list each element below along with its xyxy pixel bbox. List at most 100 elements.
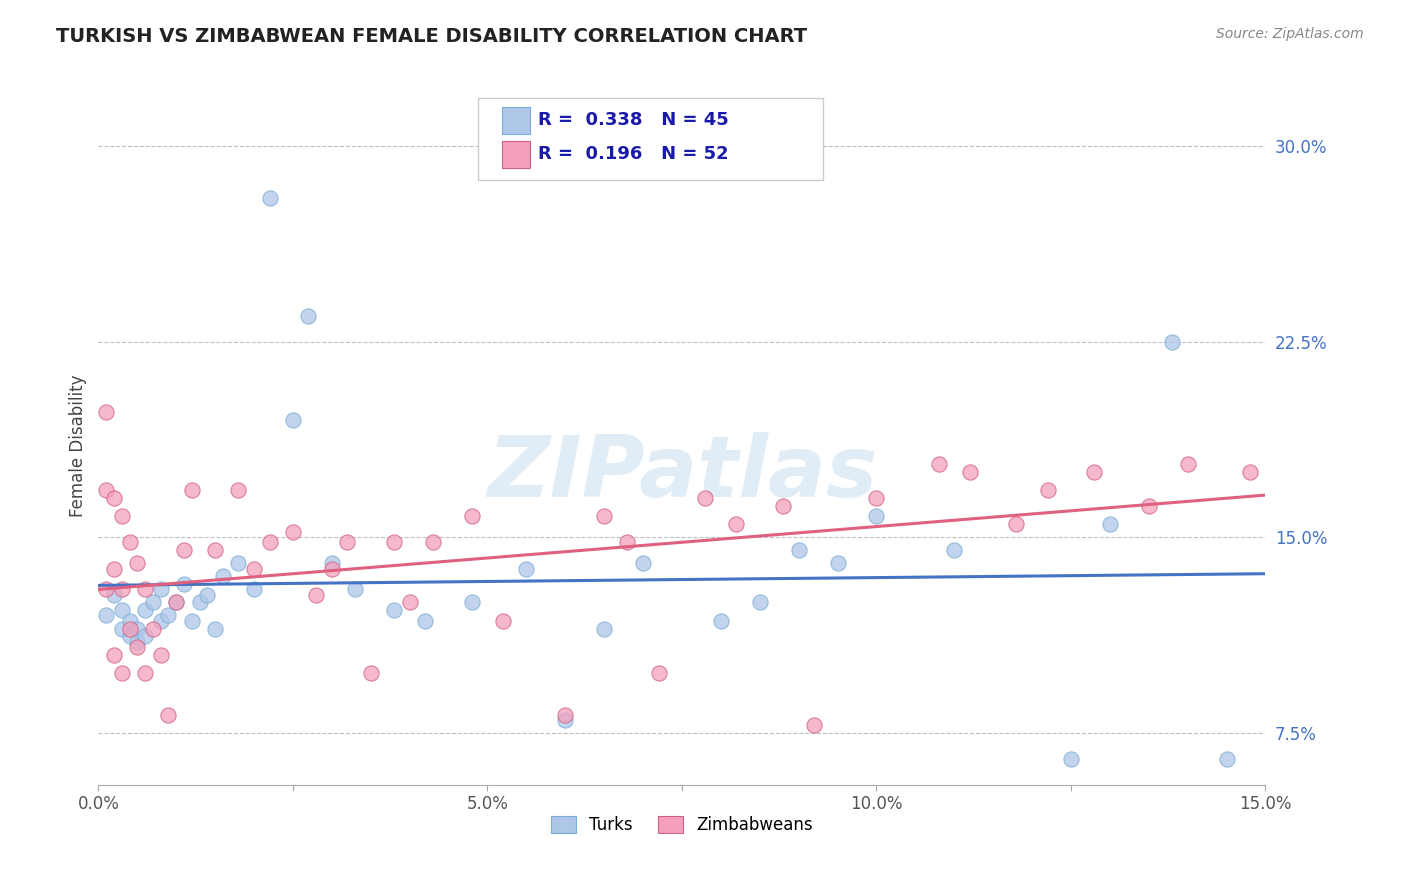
Point — [103, 648, 125, 662]
Point — [111, 582, 134, 597]
Point — [259, 191, 281, 205]
Point — [127, 557, 149, 571]
Point — [103, 561, 125, 575]
Point — [134, 665, 156, 680]
Point — [1060, 752, 1083, 766]
Point — [204, 543, 226, 558]
Point — [243, 582, 266, 597]
Y-axis label: Female Disability: Female Disability — [69, 375, 87, 517]
Point — [212, 569, 235, 583]
Point — [96, 483, 118, 498]
Text: Source: ZipAtlas.com: Source: ZipAtlas.com — [1216, 27, 1364, 41]
Point — [103, 588, 125, 602]
Point — [1239, 465, 1261, 479]
Point — [134, 603, 156, 617]
Point — [865, 509, 887, 524]
Point — [554, 707, 576, 722]
Point — [281, 524, 304, 539]
Point — [461, 509, 484, 524]
Point — [149, 582, 172, 597]
Point — [173, 577, 195, 591]
Point — [827, 557, 849, 571]
Point — [165, 595, 187, 609]
Point — [142, 595, 165, 609]
Point — [1098, 517, 1121, 532]
Point — [515, 561, 537, 575]
Legend: Turks, Zimbabweans: Turks, Zimbabweans — [544, 810, 820, 841]
Point — [134, 582, 156, 597]
Point — [96, 608, 118, 623]
Point — [943, 543, 966, 558]
Text: R =  0.196   N = 52: R = 0.196 N = 52 — [538, 145, 730, 163]
Point — [281, 413, 304, 427]
Point — [616, 535, 638, 549]
Point — [134, 629, 156, 643]
Point — [142, 622, 165, 636]
Point — [1137, 499, 1160, 513]
Point — [413, 614, 436, 628]
Point — [96, 582, 118, 597]
Point — [787, 543, 810, 558]
Point — [259, 535, 281, 549]
Point — [149, 614, 172, 628]
Point — [180, 483, 202, 498]
Point — [111, 603, 134, 617]
Point — [492, 614, 515, 628]
Point — [173, 543, 195, 558]
Point — [127, 640, 149, 654]
Point — [631, 557, 654, 571]
Point — [803, 718, 825, 732]
Point — [1083, 465, 1105, 479]
Point — [111, 509, 134, 524]
Point — [118, 535, 141, 549]
Point — [157, 608, 180, 623]
Point — [228, 557, 250, 571]
Point — [1177, 457, 1199, 471]
Point — [111, 665, 134, 680]
Point — [593, 509, 616, 524]
Point — [180, 614, 202, 628]
Point — [204, 622, 226, 636]
Point — [188, 595, 211, 609]
Point — [398, 595, 420, 609]
Point — [1215, 752, 1237, 766]
Point — [149, 648, 172, 662]
Point — [118, 629, 141, 643]
Point — [305, 588, 328, 602]
Point — [422, 535, 444, 549]
Point — [157, 707, 180, 722]
Point — [336, 535, 359, 549]
Point — [118, 614, 141, 628]
Point — [647, 665, 669, 680]
Point — [1005, 517, 1028, 532]
Point — [461, 595, 484, 609]
Point — [165, 595, 187, 609]
Point — [725, 517, 748, 532]
Point — [748, 595, 770, 609]
Point — [111, 622, 134, 636]
Point — [127, 634, 149, 648]
Point — [865, 491, 887, 505]
Point — [772, 499, 794, 513]
Text: TURKISH VS ZIMBABWEAN FEMALE DISABILITY CORRELATION CHART: TURKISH VS ZIMBABWEAN FEMALE DISABILITY … — [56, 27, 807, 45]
Point — [1036, 483, 1059, 498]
Point — [344, 582, 367, 597]
Point — [382, 535, 405, 549]
Point — [127, 622, 149, 636]
Point — [228, 483, 250, 498]
Point — [321, 557, 343, 571]
Point — [959, 465, 981, 479]
Text: ZIPatlas: ZIPatlas — [486, 432, 877, 515]
Point — [195, 588, 218, 602]
Point — [103, 491, 125, 505]
Text: R =  0.338   N = 45: R = 0.338 N = 45 — [538, 112, 730, 129]
Point — [928, 457, 950, 471]
Point — [243, 561, 266, 575]
Point — [695, 491, 717, 505]
Point — [96, 405, 118, 419]
Point — [710, 614, 733, 628]
Point — [297, 309, 319, 323]
Point — [382, 603, 405, 617]
Point — [1161, 334, 1184, 349]
Point — [321, 561, 343, 575]
